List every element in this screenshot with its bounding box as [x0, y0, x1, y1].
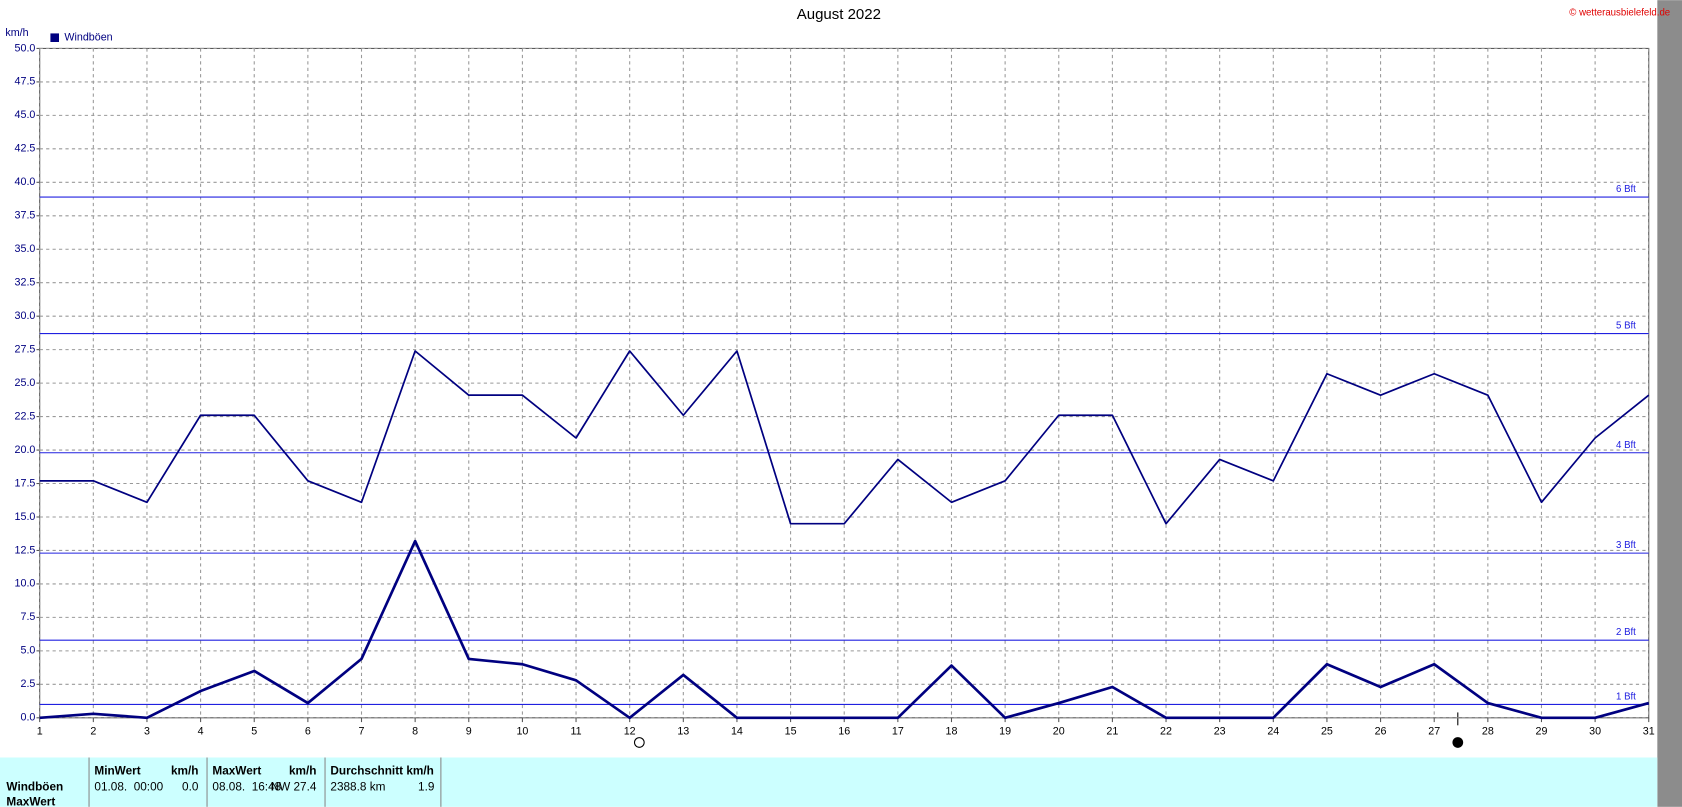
table-header: MinWert	[94, 765, 140, 778]
reference-label: 3 Bft	[1616, 540, 1636, 551]
source: © wetterausbielefeld.de	[1569, 8, 1670, 19]
table-cell: 01.08. 00:00	[94, 781, 163, 794]
x-tick-label: 27	[1428, 726, 1440, 738]
legend-label: Windböen	[64, 32, 112, 44]
table-header: Durchschnitt km/h	[330, 765, 433, 778]
y-tick-label: 27.5	[15, 343, 36, 355]
reference-label: 2 Bft	[1616, 627, 1636, 638]
legend-swatch	[50, 33, 59, 42]
y-tick-label: 50.0	[15, 42, 36, 54]
y-tick-label: 37.5	[15, 210, 36, 222]
y-tick-label: 15.0	[15, 511, 36, 523]
y-tick-label: 12.5	[15, 544, 36, 556]
stats-background	[0, 757, 1658, 807]
stats-table: MinWert km/h MaxWert km/h Durchschnitt k…	[6, 757, 442, 807]
y-tick-label: 25.0	[15, 377, 36, 389]
y-tick-label: 17.5	[15, 477, 36, 489]
table-header: km/h	[171, 765, 199, 778]
x-tick-label: 17	[892, 726, 904, 738]
y-tick-label: 35.0	[15, 243, 36, 255]
table-cell: 2388.8 km	[330, 781, 385, 794]
x-tick-label: 9	[466, 726, 472, 738]
y-tick-label: 7.5	[20, 611, 35, 623]
x-tick-label: 20	[1053, 726, 1065, 738]
x-tick-label: 4	[198, 726, 204, 738]
x-tick-label: 16	[838, 726, 850, 738]
x-tick-label: 6	[305, 726, 311, 738]
x-tick-label: 18	[946, 726, 958, 738]
x-tick-label: 13	[677, 726, 689, 738]
line	[39, 350, 1650, 525]
x-tick-label: 21	[1106, 726, 1118, 738]
x-tick-label: 26	[1375, 726, 1387, 738]
x-tick-label: 12	[624, 726, 636, 738]
line	[39, 539, 1650, 720]
table-cell: Windböen	[6, 781, 63, 794]
y-tick-label: 47.5	[15, 76, 36, 88]
y-tick-label: 42.5	[15, 143, 36, 155]
y-tick-label: 0.0	[20, 712, 35, 724]
table-cell: 1.9	[418, 781, 434, 794]
table-cell: 08.08. 16:48	[212, 781, 281, 794]
x-tick-label: 5	[251, 726, 257, 738]
reference-label: 1 Bft	[1616, 691, 1636, 702]
y-tick-label: 2.5	[20, 678, 35, 690]
y-tick-label: 32.5	[15, 277, 36, 289]
y-tick-label: 5.0	[20, 645, 35, 657]
x-tick-label: 19	[999, 726, 1011, 738]
background-strip	[1657, 0, 1682, 807]
y-tick-label: 30.0	[15, 310, 36, 322]
x-tick-label: 25	[1321, 726, 1333, 738]
chart-title: August 2022	[797, 6, 881, 23]
x-tick-label: 28	[1482, 726, 1494, 738]
x-tick-label: 2	[90, 726, 96, 738]
x-tick-label: 31	[1643, 726, 1655, 738]
full-moon-icon	[633, 737, 645, 748]
y-tick-label: 22.5	[15, 410, 36, 422]
x-tick-label: 11	[570, 726, 581, 738]
table-cell: NW 27.4	[271, 781, 317, 794]
y-tick-label: 45.0	[15, 109, 36, 121]
x-tick-label: 1	[37, 726, 43, 738]
x-tick-label: 10	[516, 726, 528, 738]
x-tick-label: 24	[1267, 726, 1279, 738]
x-tick-label: 7	[359, 726, 365, 738]
x-tick-label: 29	[1536, 726, 1548, 738]
x-tick-label: 3	[144, 726, 150, 738]
reference-label: 5 Bft	[1616, 321, 1636, 332]
table-header: MaxWert	[212, 765, 261, 778]
table-cell: 0.0	[182, 781, 199, 794]
x-tick-label: 14	[731, 726, 743, 738]
x-tick-label: 8	[412, 726, 418, 738]
y-axis-label: km/h	[5, 27, 28, 39]
reference-label: 6 Bft	[1616, 184, 1636, 195]
x-tick-label: 15	[785, 726, 797, 738]
x-tick-label: 30	[1589, 726, 1601, 738]
reference-label: 4 Bft	[1616, 440, 1636, 451]
table-cell: MaxWert	[6, 796, 55, 807]
x-tick-label: 23	[1214, 726, 1226, 738]
y-tick-label: 20.0	[15, 444, 36, 456]
new-moon-icon	[1452, 737, 1464, 748]
table-header: km/h	[289, 765, 316, 778]
y-tick-label: 40.0	[15, 176, 36, 188]
x-tick-label: 22	[1160, 726, 1172, 738]
y-tick-label: 10.0	[15, 578, 36, 590]
